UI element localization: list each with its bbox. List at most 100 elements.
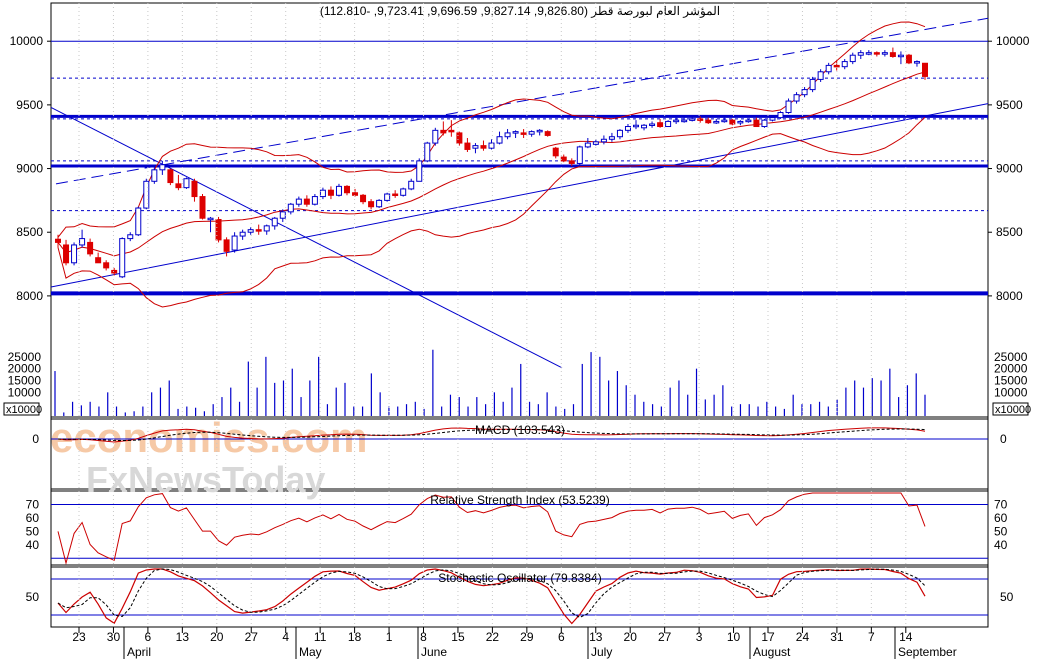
rsi-tick-label-left: 40 <box>26 538 40 552</box>
month-label: August <box>753 645 791 659</box>
candle-body <box>777 112 784 119</box>
volume-unit-label-left: x10000 <box>6 404 42 416</box>
rsi-tick-label-left: 50 <box>26 524 40 538</box>
volume-unit-box-left <box>3 402 40 416</box>
stoch-k-line <box>57 568 926 625</box>
candle-body <box>624 126 631 131</box>
candle-body <box>384 193 391 201</box>
candle-body <box>135 207 142 236</box>
candle-body <box>817 71 824 80</box>
candle-body <box>681 119 688 123</box>
volume-tick-label-right: 15000 <box>994 374 1028 388</box>
price-tick-label-right: 9000 <box>996 162 1023 176</box>
candle-body <box>560 156 567 162</box>
candle-body <box>239 231 246 237</box>
candle-body <box>857 52 864 56</box>
candle-body <box>335 185 342 196</box>
rsi-line <box>57 492 926 565</box>
candle-body <box>552 147 559 157</box>
candle-body <box>263 225 270 232</box>
macd-line <box>57 427 926 443</box>
candle-body <box>897 54 904 58</box>
macd-tick-label-right: 0 <box>1000 432 1007 446</box>
candle-body <box>456 132 463 144</box>
candle-body <box>151 169 158 182</box>
candle-body <box>223 239 230 252</box>
volume-tick-label-right: 10000 <box>994 385 1028 399</box>
candle-body <box>303 198 310 205</box>
stochastic-panel: 50 50 <box>26 568 1014 625</box>
candle-body <box>71 244 78 264</box>
bollinger-middle <box>57 71 926 257</box>
x-tick-label: 17 <box>761 630 775 644</box>
candle-body <box>841 61 848 68</box>
volume-tick-label-left: 20000 <box>8 362 42 376</box>
candle-body <box>215 218 222 241</box>
candle-body <box>657 122 664 128</box>
x-tick-label: 7 <box>868 630 875 644</box>
candle-body <box>344 185 350 194</box>
volume-tick-label-right: 25000 <box>994 350 1028 364</box>
candle-body <box>95 257 102 264</box>
candle-body <box>55 238 61 243</box>
candle-body <box>103 262 110 269</box>
price-candles <box>55 47 928 279</box>
candle-body <box>368 201 375 208</box>
candle-body <box>737 120 744 124</box>
stoch-d-line <box>57 568 926 618</box>
x-tick-label: 13 <box>589 630 603 644</box>
x-tick-label: 11 <box>314 630 327 644</box>
candle-body <box>111 269 118 274</box>
candle-body <box>649 123 656 126</box>
volume-tick-label-left: 25000 <box>8 350 42 364</box>
candle-body <box>287 203 294 213</box>
candle-body <box>512 131 519 134</box>
rsi-label: Relative Strength Index (53.5239) <box>430 493 609 507</box>
candle-body <box>472 145 479 149</box>
x-tick-label: 24 <box>796 630 810 644</box>
candle-body <box>440 129 447 134</box>
candle-body <box>79 238 86 246</box>
candle-body <box>167 169 174 184</box>
candle-body <box>745 119 752 123</box>
price-tick-label-right: 9500 <box>996 98 1023 112</box>
candle-body <box>87 241 94 255</box>
candle-body <box>496 136 503 144</box>
candle-body <box>665 120 672 128</box>
month-label: September <box>898 645 957 659</box>
candle-body <box>416 160 423 182</box>
candle-body <box>143 180 150 209</box>
candle-body <box>360 194 367 203</box>
macd-label: MACD (103.543) <box>475 423 565 437</box>
month-label: June <box>421 645 447 659</box>
rsi-tick-label-right: 70 <box>994 497 1008 511</box>
price-tick-label-right: 10000 <box>996 34 1030 48</box>
candle-body <box>616 129 623 138</box>
x-tick-label: 8 <box>420 630 427 644</box>
x-tick-label: 13 <box>176 630 190 644</box>
candle-body <box>295 198 302 205</box>
stoch-tick-label-right: 50 <box>1000 590 1014 604</box>
candle-body <box>785 100 792 114</box>
candle-body <box>392 193 399 197</box>
x-tick-label: 4 <box>282 630 289 644</box>
volume-unit-label-right: x10000 <box>995 404 1031 416</box>
trend-line-down <box>50 106 563 369</box>
x-tick-label: 31 <box>830 630 844 644</box>
candle-body <box>833 64 840 68</box>
candle-body <box>448 129 455 133</box>
bollinger-lower <box>57 116 926 308</box>
x-tick-label: 20 <box>210 630 224 644</box>
candle-body <box>753 119 760 128</box>
x-tick-label: 20 <box>624 630 638 644</box>
bollinger-bands <box>57 21 926 308</box>
x-tick-label: 3 <box>696 630 703 644</box>
x-tick-label: 1 <box>386 630 393 644</box>
x-tick-label: 27 <box>658 630 672 644</box>
overlay-lines <box>50 17 989 369</box>
candle-body <box>721 119 728 123</box>
candle-body <box>504 132 511 138</box>
x-tick-label: 6 <box>145 630 152 644</box>
